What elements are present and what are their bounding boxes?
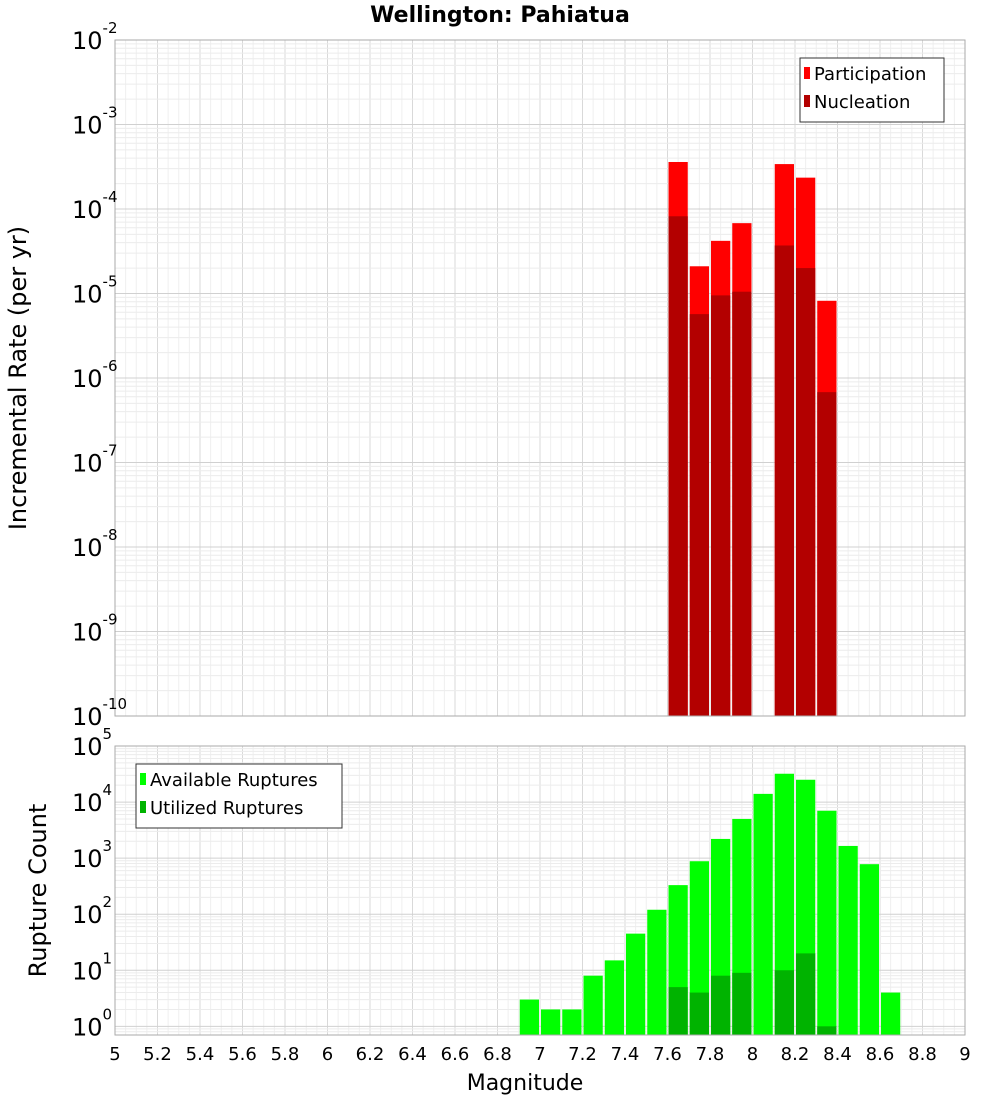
rate-chart-ytick-label: 10-10 xyxy=(72,695,127,731)
rate-chart-frame xyxy=(114,39,966,717)
x-tick-label: 8.8 xyxy=(908,1044,937,1065)
rate-chart-ytick-label: 10-9 xyxy=(72,611,118,647)
rupture-count-chart-bar-available-ruptures-3 xyxy=(583,975,603,1035)
rate-chart-bar-nucleation-4 xyxy=(774,245,794,717)
rupture-count-chart-ytick-label: 103 xyxy=(72,837,112,873)
rate-chart-gridlines xyxy=(114,40,966,717)
rupture-count-chart-bar-utilized-ruptures-0 xyxy=(668,987,688,1035)
chart-title: Wellington: Pahiatua xyxy=(370,3,630,28)
x-tick-label: 7.2 xyxy=(568,1044,597,1065)
rate-chart-ytick-label: 10-3 xyxy=(72,104,118,140)
rupture-count-chart-bar-utilized-ruptures-4 xyxy=(774,970,794,1035)
rupture-count-chart-bar-utilized-ruptures-1 xyxy=(689,992,709,1035)
rate-chart-bar-nucleation-2 xyxy=(711,295,731,716)
x-tick-label: 6.8 xyxy=(483,1044,512,1065)
rate-chart-legend-box xyxy=(799,57,945,123)
rate-chart-ytick-label: 10-5 xyxy=(72,273,118,309)
rupture-count-chart-bar-utilized-ruptures-2 xyxy=(711,975,731,1035)
x-tick-label: 7.6 xyxy=(653,1044,682,1065)
rupture-count-chart-frame xyxy=(114,745,966,1036)
rupture-count-chart-bars xyxy=(519,773,901,1035)
x-tick-label: 6.2 xyxy=(356,1044,385,1065)
rupture-count-chart-bar-available-ruptures-5 xyxy=(626,933,646,1035)
x-tick-label: 6 xyxy=(322,1044,333,1065)
rupture-count-chart-bar-available-ruptures-8 xyxy=(689,861,709,1035)
x-tick-label: 9 xyxy=(959,1044,970,1065)
x-tick-label: 6.4 xyxy=(398,1044,427,1065)
rate-chart-bar-nucleation-6 xyxy=(817,392,837,716)
rupture-count-chart-bar-utilized-ruptures-6 xyxy=(817,1026,837,1035)
rupture-count-chart-ytick-label: 104 xyxy=(72,781,112,817)
rupture-count-chart-bar-available-ruptures-11 xyxy=(753,793,773,1035)
x-tick-label: 5.4 xyxy=(186,1044,215,1065)
x-tick-label: 8.2 xyxy=(781,1044,810,1065)
rate-chart-ytick-label: 10-4 xyxy=(72,188,118,224)
rupture-count-chart-bar-utilized-ruptures-5 xyxy=(796,953,816,1035)
rate-chart-bar-nucleation-0 xyxy=(668,216,688,717)
rupture-count-chart-bar-available-ruptures-15 xyxy=(838,845,858,1035)
rate-chart-y-axis-label: Incremental Rate (per yr) xyxy=(4,226,32,530)
x-tick-label: 7 xyxy=(534,1044,545,1065)
x-tick-label: 7.8 xyxy=(696,1044,725,1065)
x-tick-label: 5.6 xyxy=(228,1044,257,1065)
rupture-count-chart-bar-available-ruptures-17 xyxy=(881,992,901,1035)
rate-chart-bars xyxy=(668,161,837,717)
rate-chart-bar-nucleation-1 xyxy=(689,314,709,716)
rupture-count-chart-bar-available-ruptures-12 xyxy=(774,773,794,1035)
rate-chart: 10-10 10-9 10-8 10-7 10-6 10-5 10-4 10-3 10-2 Inc… xyxy=(4,19,966,731)
x-tick-label: 8 xyxy=(747,1044,758,1065)
rate-chart-ytick-label: 10-2 xyxy=(72,19,118,55)
rupture-count-chart-y-axis-label: Rupture Count xyxy=(24,804,52,978)
rupture-count-chart-bar-available-ruptures-1 xyxy=(541,1009,561,1035)
rupture-count-chart-bar-available-ruptures-0 xyxy=(519,999,539,1035)
rupture-count-chart-bar-available-ruptures-6 xyxy=(647,909,667,1035)
rupture-count-chart-ytick-label: 100 xyxy=(72,1005,112,1041)
rupture-count-chart-legend: Available Ruptures Utilized Ruptures xyxy=(135,763,343,829)
rupture-count-chart-legend-swatch xyxy=(140,773,146,785)
rupture-count-chart-bar-available-ruptures-4 xyxy=(604,960,624,1035)
rupture-count-chart-legend-swatch xyxy=(140,801,146,813)
rate-chart-bar-nucleation-5 xyxy=(796,268,816,716)
rate-chart-legend-label: Participation xyxy=(814,64,926,85)
rupture-count-chart-ytick-label: 101 xyxy=(72,949,112,985)
x-axis-label: Magnitude xyxy=(467,1071,584,1096)
rate-chart-legend-label: Nucleation xyxy=(814,92,910,113)
x-tick-label: 6.6 xyxy=(441,1044,470,1065)
rupture-count-chart-legend-label: Utilized Ruptures xyxy=(150,798,303,819)
rupture-count-chart-bar-available-ruptures-14 xyxy=(817,810,837,1035)
x-tick-label: 7.4 xyxy=(611,1044,640,1065)
rate-chart-ytick-label: 10-6 xyxy=(72,357,118,393)
rate-chart-ytick-label: 10-7 xyxy=(72,442,118,478)
x-tick-label: 8.6 xyxy=(866,1044,895,1065)
x-tick-label: 5.8 xyxy=(271,1044,300,1065)
rate-chart-legend-swatch xyxy=(804,95,810,107)
rupture-count-chart-legend-box xyxy=(135,763,343,829)
rate-chart-legend-swatch xyxy=(804,67,810,79)
rupture-count-chart-bar-utilized-ruptures-3 xyxy=(732,972,752,1035)
rate-chart-ytick-label: 10-8 xyxy=(72,526,118,562)
x-tick-label: 5 xyxy=(109,1044,120,1065)
x-tick-label: 5.2 xyxy=(143,1044,172,1065)
x-tick-label: 8.4 xyxy=(823,1044,852,1065)
rate-chart-legend: Participation Nucleation xyxy=(799,57,945,123)
rate-chart-bar-nucleation-3 xyxy=(732,291,752,716)
rupture-count-chart-bar-available-ruptures-2 xyxy=(562,1009,582,1035)
rupture-count-chart-legend-label: Available Ruptures xyxy=(150,770,318,791)
rupture-count-chart-bar-available-ruptures-16 xyxy=(859,864,879,1035)
rupture-count-chart-ytick-label: 105 xyxy=(72,725,112,761)
rupture-count-chart: 100 101 102 103 104 105 Rupture Count Available… xyxy=(24,725,971,1096)
rupture-count-chart-ytick-label: 102 xyxy=(72,893,112,929)
